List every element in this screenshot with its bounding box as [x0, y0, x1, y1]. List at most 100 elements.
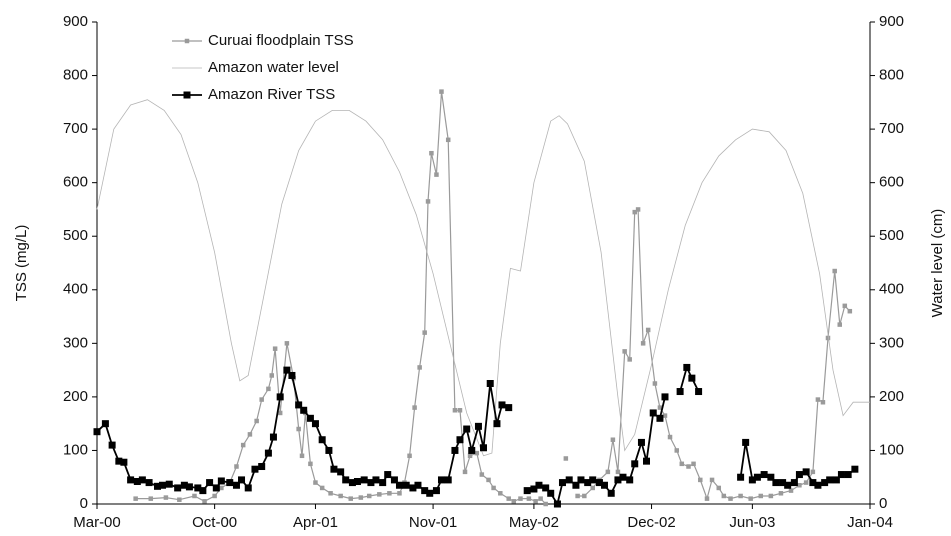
data-point [395, 481, 403, 489]
data-point [851, 465, 859, 473]
data-point [615, 469, 621, 475]
x-tick-label: Jan-04 [847, 514, 893, 531]
data-point [194, 484, 202, 492]
data-point [790, 479, 798, 487]
data-point [269, 373, 275, 378]
data-point [643, 457, 651, 465]
data-point [417, 365, 422, 370]
data-point [284, 341, 290, 346]
y2-tick-label: 400 [879, 281, 904, 298]
data-point [778, 491, 784, 496]
data-point [614, 476, 622, 484]
data-point [479, 472, 485, 477]
data-point [543, 501, 548, 507]
series-line [96, 99, 870, 457]
data-point [657, 405, 663, 410]
data-point [437, 476, 445, 484]
x-tick-label: May-02 [509, 514, 559, 531]
data-point [138, 476, 146, 484]
data-point [538, 496, 543, 501]
data-point [397, 491, 402, 496]
data-point [610, 437, 616, 442]
y2-tick-label: 100 [879, 441, 904, 458]
data-point [234, 464, 239, 469]
data-point [387, 491, 392, 496]
data-point [429, 150, 434, 156]
data-point [784, 481, 792, 489]
data-point [837, 322, 843, 327]
data-point [753, 473, 761, 481]
y-tick-label: 700 [63, 120, 88, 137]
data-point [219, 485, 224, 491]
data-point [627, 357, 632, 362]
y2-tick-label: 300 [879, 334, 904, 351]
data-point [432, 487, 440, 495]
data-point [683, 363, 691, 371]
data-point [721, 493, 727, 499]
data-point [325, 446, 333, 454]
data-point [311, 420, 319, 428]
data-point [661, 393, 669, 401]
data-point [247, 432, 253, 437]
y-tick-label: 800 [63, 67, 88, 84]
data-point [637, 438, 645, 446]
data-point [133, 478, 141, 486]
data-point [619, 473, 627, 481]
data-point [202, 499, 207, 504]
data-point [631, 460, 639, 468]
data-point [174, 484, 182, 492]
y-tick-label: 600 [63, 174, 88, 191]
data-point [366, 493, 372, 499]
data-point [815, 397, 821, 402]
data-point [795, 471, 803, 479]
data-point [635, 207, 641, 212]
data-point [101, 420, 109, 428]
data-point [632, 209, 637, 215]
data-point [649, 409, 657, 417]
data-point [667, 434, 673, 440]
data-point [767, 473, 775, 481]
data-point [542, 484, 550, 492]
y-tick-label: 400 [63, 281, 88, 298]
data-point [590, 485, 595, 491]
data-point [306, 414, 314, 422]
data-point [565, 476, 573, 484]
data-point [607, 489, 615, 497]
data-point [480, 444, 487, 452]
data-point [748, 476, 756, 484]
data-point [788, 488, 794, 493]
data-point [837, 471, 845, 479]
data-point [412, 405, 417, 410]
data-point [584, 479, 592, 487]
data-point [254, 418, 259, 424]
data-point [353, 478, 361, 486]
y2-tick-label: 800 [879, 67, 904, 84]
y2-tick-label: 900 [879, 13, 904, 30]
data-point [422, 330, 427, 335]
data-point [553, 500, 561, 508]
y2-tick-label: 200 [879, 388, 904, 405]
data-point [589, 476, 597, 484]
data-point [269, 433, 277, 441]
data-point [272, 346, 278, 351]
data-point [810, 469, 816, 475]
data-point [821, 479, 829, 487]
data-point [384, 471, 392, 479]
data-point [748, 496, 753, 501]
data-point [402, 481, 410, 489]
legend-marker [183, 91, 191, 99]
data-point [313, 480, 318, 485]
data-point [93, 428, 101, 436]
data-point [295, 401, 303, 409]
data-point [120, 458, 128, 466]
data-point [283, 366, 291, 374]
data-point [491, 485, 496, 491]
y-tick-label: 200 [63, 388, 88, 405]
data-point [842, 303, 848, 309]
data-point [288, 371, 296, 379]
data-point [145, 479, 153, 487]
data-point [264, 449, 272, 457]
data-point [758, 493, 764, 499]
data-point [240, 442, 246, 448]
